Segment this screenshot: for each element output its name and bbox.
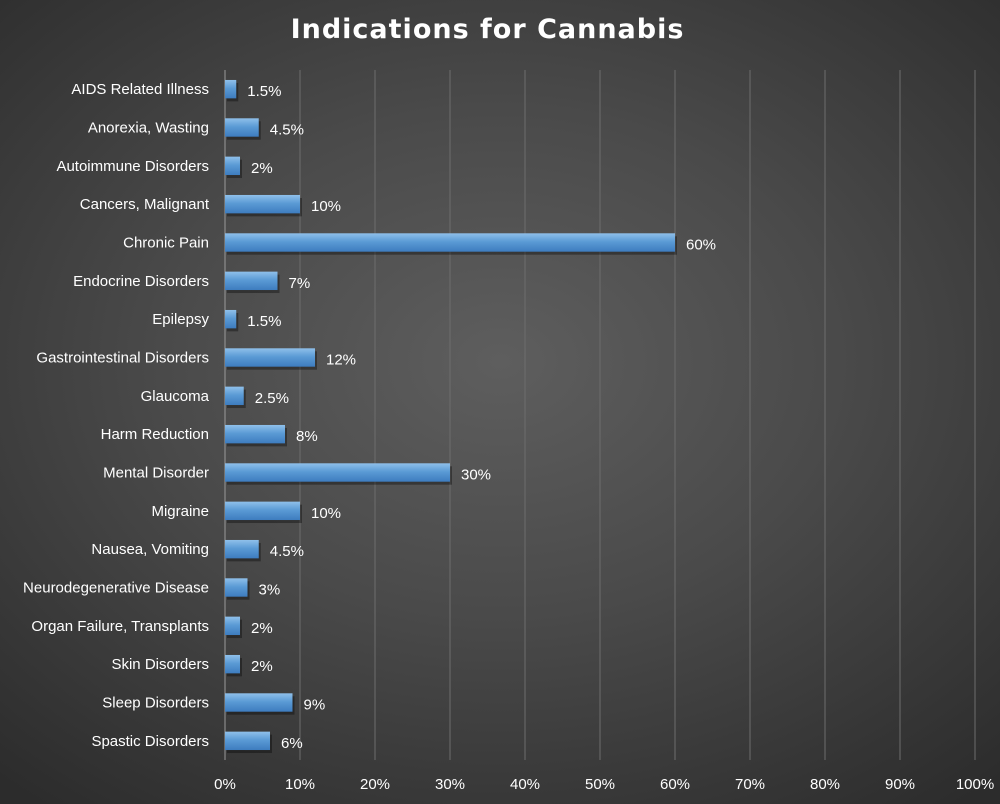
chart-title: Indications for Cannabis xyxy=(290,14,685,45)
data-label: 6% xyxy=(281,735,303,752)
x-tick-labels: 0% 10% 20% 30% 40% 50% 60% 70% 80% 90% 100% xyxy=(214,776,994,793)
bar xyxy=(225,194,300,214)
x-tick-label: 20% xyxy=(360,776,390,793)
x-tick-label: 60% xyxy=(660,776,690,793)
bar xyxy=(225,616,240,636)
data-label: 7% xyxy=(289,275,311,292)
bar xyxy=(225,156,240,176)
data-label: 4.5% xyxy=(270,122,304,139)
bar xyxy=(225,463,450,482)
category-label: Nausea, Vomiting xyxy=(91,541,209,558)
data-label: 1.5% xyxy=(247,83,281,100)
category-label: Organ Failure, Transplants xyxy=(31,618,209,635)
bar xyxy=(225,79,237,99)
bar xyxy=(225,424,285,444)
data-label: 10% xyxy=(311,505,341,522)
category-label: Spastic Disorders xyxy=(91,733,209,750)
x-tick-label: 0% xyxy=(214,776,236,793)
x-tick-label: 100% xyxy=(956,776,994,793)
bar xyxy=(225,731,270,751)
bar xyxy=(225,693,293,712)
data-label: 12% xyxy=(326,352,356,369)
category-label: Glaucoma xyxy=(141,388,210,405)
category-label: Migraine xyxy=(151,503,209,520)
data-label: 30% xyxy=(461,467,491,484)
x-tick-label: 30% xyxy=(435,776,465,793)
category-label: Epilepsy xyxy=(152,311,209,328)
data-label: 9% xyxy=(304,697,326,714)
data-label: 8% xyxy=(296,428,318,445)
x-tick-label: 90% xyxy=(885,776,915,793)
category-label: Chronic Pain xyxy=(123,235,209,252)
bar xyxy=(225,578,248,597)
bar xyxy=(225,309,237,329)
x-tick-label: 40% xyxy=(510,776,540,793)
data-label: 2% xyxy=(251,658,273,675)
category-label: Endocrine Disorders xyxy=(73,273,209,290)
gridlines xyxy=(224,70,976,760)
data-label: 2% xyxy=(251,620,273,637)
bar xyxy=(225,654,240,674)
category-label: Skin Disorders xyxy=(111,656,209,673)
category-label: Gastrointestinal Disorders xyxy=(36,350,209,367)
category-label: Autoimmune Disorders xyxy=(56,158,209,175)
category-label: Sleep Disorders xyxy=(102,695,209,712)
bar xyxy=(225,539,259,559)
bar xyxy=(225,118,259,137)
bars xyxy=(225,79,677,754)
category-labels: AIDS Related Illness Anorexia, Wasting Aut… xyxy=(23,81,210,750)
category-label: Anorexia, Wasting xyxy=(88,120,209,137)
bar xyxy=(225,501,300,521)
data-label: 2% xyxy=(251,160,273,177)
category-label: Harm Reduction xyxy=(101,426,209,443)
category-label: Mental Disorder xyxy=(103,465,209,482)
x-tick-label: 70% xyxy=(735,776,765,793)
data-label: 3% xyxy=(259,582,281,599)
data-label: 4.5% xyxy=(270,543,304,560)
data-label: 2.5% xyxy=(255,390,289,407)
category-label: Neurodegenerative Disease xyxy=(23,580,209,597)
x-tick-label: 50% xyxy=(585,776,615,793)
data-label: 1.5% xyxy=(247,313,281,330)
category-label: AIDS Related Illness xyxy=(71,81,209,98)
bar xyxy=(225,348,315,367)
x-tick-label: 80% xyxy=(810,776,840,793)
data-label: 60% xyxy=(686,237,716,254)
data-label: 10% xyxy=(311,198,341,215)
bar xyxy=(225,386,244,406)
bar xyxy=(225,233,675,252)
x-tick-label: 10% xyxy=(285,776,315,793)
data-labels: 1.5% 4.5% 2% 10% 60% 7% 1.5% 12% 2.5% 8% 30% 10% 4.5… xyxy=(247,83,716,752)
category-label: Cancers, Malignant xyxy=(80,196,210,213)
bar xyxy=(225,271,278,291)
